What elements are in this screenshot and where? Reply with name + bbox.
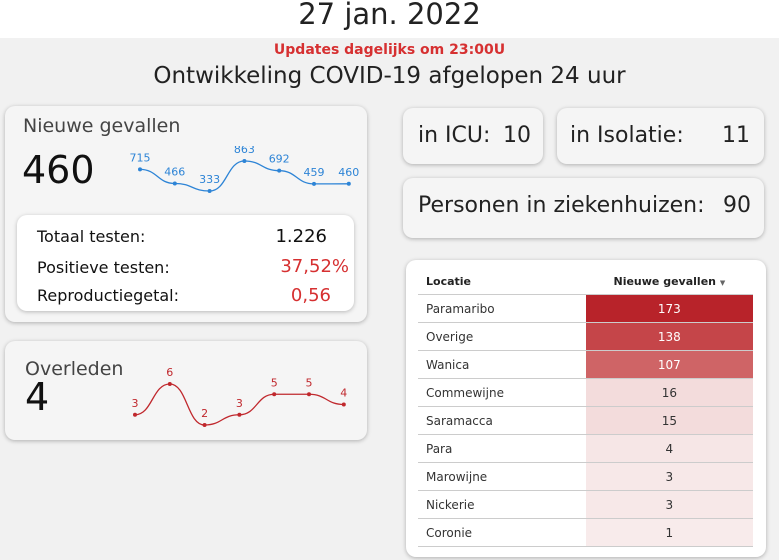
location-cell: Commewijne [418,378,586,407]
deaths-point-label: 2 [201,407,208,420]
new-cases-point [207,189,212,193]
deaths-title: Overleden [25,358,124,380]
location-cell: Saramacca [418,406,586,435]
new-cases-card: Nieuwe gevallen 460 715 466 333 863 692 459 46… [5,106,367,322]
deaths-point-label: 4 [340,387,347,400]
icu-label: in ICU: [418,123,491,148]
new-cases-cell: 1 [585,518,753,547]
new-cases-cell: 3 [585,490,753,519]
table-row[interactable]: Wanica 107 [418,350,753,379]
location-cell: Para [418,434,586,463]
new-cases-point [312,181,316,186]
location-cell: Marowijne [418,462,586,491]
deaths-value: 4 [25,375,50,419]
icu-value: 10 [503,123,531,148]
new-cases-point-label: 715 [130,151,151,164]
deaths-point [167,382,172,386]
new-cases-point-label: 460 [338,166,359,179]
update-notice: Updates dagelijks om 23:00U [273,42,506,58]
page-title: Ontwikkeling COVID-19 afgelopen 24 uur [153,63,626,89]
top-bar [0,0,779,38]
new-cases-point [138,167,142,172]
hospital-value: 90 [723,193,751,218]
table-row[interactable]: Para 4 [418,434,753,463]
report-date: 27 jan. 2022 [298,0,481,31]
column-header-location[interactable]: Locatie [418,268,586,295]
new-cases-point [346,181,351,186]
deaths-point [202,423,207,427]
table-row[interactable]: Marowijne 3 [418,462,753,491]
location-cell: Coronie [418,518,586,547]
new-cases-point [172,181,177,186]
deaths-point-label: 5 [271,376,278,389]
new-cases-sparkline: 715 466 333 863 692 459 460 [130,146,359,193]
new-cases-point-label: 863 [234,146,255,156]
deaths-point [307,392,311,397]
location-cell: Wanica [418,350,586,379]
table-row[interactable]: Nickerie 3 [418,490,753,519]
hospital-card: Personen in ziekenhuizen: 90 [403,178,764,238]
deaths-point [341,402,346,407]
positive-tests-label: Positieve testen: [37,258,170,277]
table-row[interactable]: Overige 138 [418,322,753,351]
location-table: Locatie Nieuwe gevallen ▼ Paramaribo 173 O… [418,268,753,547]
column-header-new-cases[interactable]: Nieuwe gevallen ▼ [585,268,753,295]
location-cell: Nickerie [418,490,586,519]
hospital-label: Personen in ziekenhuizen: [418,193,705,218]
table-row[interactable]: Commewijne 16 [418,378,753,407]
deaths-point-label: 6 [166,366,173,379]
new-cases-point-label: 466 [164,165,185,178]
isolation-card: in Isolatie: 11 [557,108,764,164]
new-cases-point-label: 459 [304,166,325,179]
new-cases-value: 460 [22,148,95,192]
total-tests-label: Totaal testen: [37,227,146,246]
deaths-point-label: 5 [306,376,313,389]
new-cases-point-label: 333 [199,173,220,186]
table-row[interactable]: Saramacca 15 [418,406,753,435]
isolation-value: 11 [722,123,750,148]
location-cell: Paramaribo [418,294,586,323]
table-row[interactable]: Paramaribo 173 [418,294,753,323]
new-cases-cell: 16 [585,378,753,407]
new-cases-cell: 173 [585,294,753,323]
new-cases-cell: 138 [585,322,753,351]
deaths-sparkline: 3 6 2 3 5 5 4 [132,366,347,427]
isolation-label: in Isolatie: [570,123,684,148]
positive-tests-value: 37,52% [280,256,349,277]
table-header-row: Locatie Nieuwe gevallen ▼ [418,268,753,295]
sort-desc-icon[interactable]: ▼ [719,278,726,287]
icu-card: in ICU: 10 [403,108,543,164]
new-cases-point [242,159,247,163]
tests-panel: Totaal testen: 1.226 Positieve testen: 3… [17,215,354,311]
deaths-point [272,392,277,397]
table-row[interactable]: Coronie 1 [418,518,753,547]
deaths-point-label: 3 [132,397,139,410]
reproduction-label: Reproductiegetal: [37,286,179,305]
deaths-point [133,412,137,417]
new-cases-point [277,168,282,173]
new-cases-point-label: 692 [269,153,290,166]
reproduction-value: 0,56 [290,285,331,306]
total-tests-value: 1.226 [275,226,327,247]
new-cases-cell: 4 [585,434,753,463]
deaths-point [237,412,242,417]
new-cases-title: Nieuwe gevallen [23,115,181,137]
new-cases-cell: 107 [585,350,753,379]
deaths-point-label: 3 [236,397,243,410]
new-cases-cell: 15 [585,406,753,435]
deaths-card: Overleden 4 3 6 2 3 5 5 4 [5,341,367,440]
location-cell: Overige [418,322,586,351]
new-cases-cell: 3 [585,462,753,491]
